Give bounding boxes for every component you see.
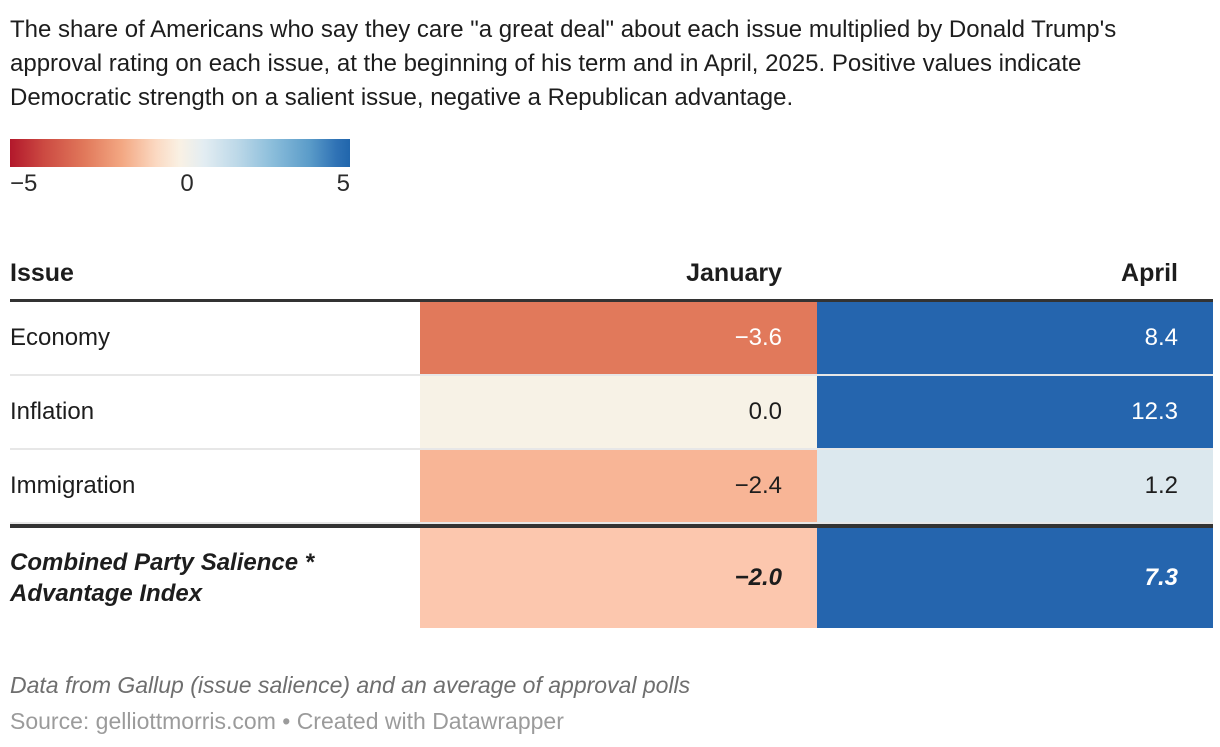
cell-economy-january: −3.6 — [420, 302, 817, 374]
chart-description: The share of Americans who say they care… — [10, 16, 1117, 111]
cell-combined-january: −2.0 — [420, 528, 817, 628]
legend-min-label: −5 — [10, 170, 38, 197]
color-gradient-bar — [10, 139, 350, 167]
table-row-immigration: Immigration −2.4 1.2 — [10, 450, 1213, 524]
cell-immigration-january: −2.4 — [420, 450, 817, 522]
column-header-april: April — [1121, 259, 1178, 287]
source-credit: Source: gelliottmorris.com • Created wit… — [10, 708, 564, 734]
column-header-january: January — [686, 259, 782, 287]
cell-combined-april: 7.3 — [817, 528, 1213, 628]
legend-max-label: 5 — [336, 170, 350, 197]
table-row-economy: Economy −3.6 8.4 — [10, 302, 1213, 376]
row-label: Immigration — [10, 472, 136, 499]
table-header-row: Issue January April — [10, 248, 1213, 302]
table-row-inflation: Inflation 0.0 12.3 — [10, 376, 1213, 450]
cell-inflation-january: 0.0 — [420, 376, 817, 448]
legend-mid-label: 0 — [180, 170, 194, 197]
column-header-issue: Issue — [10, 259, 74, 287]
color-legend: −5 0 5 — [10, 139, 350, 198]
cell-immigration-april: 1.2 — [817, 450, 1213, 522]
issue-table: Issue January April Economy −3.6 8.4 Inf… — [10, 248, 1213, 628]
row-label: Inflation — [10, 398, 95, 425]
table-row-combined-index: Combined Party Salience * Advantage Inde… — [10, 524, 1213, 628]
cell-inflation-april: 12.3 — [817, 376, 1213, 448]
data-footnote: Data from Gallup (issue salience) and an… — [10, 672, 691, 698]
row-label: Combined Party Salience * Advantage Inde… — [10, 549, 315, 607]
cell-economy-april: 8.4 — [817, 302, 1213, 374]
legend-tick-labels: −5 0 5 — [10, 170, 350, 198]
row-label: Economy — [10, 324, 111, 351]
